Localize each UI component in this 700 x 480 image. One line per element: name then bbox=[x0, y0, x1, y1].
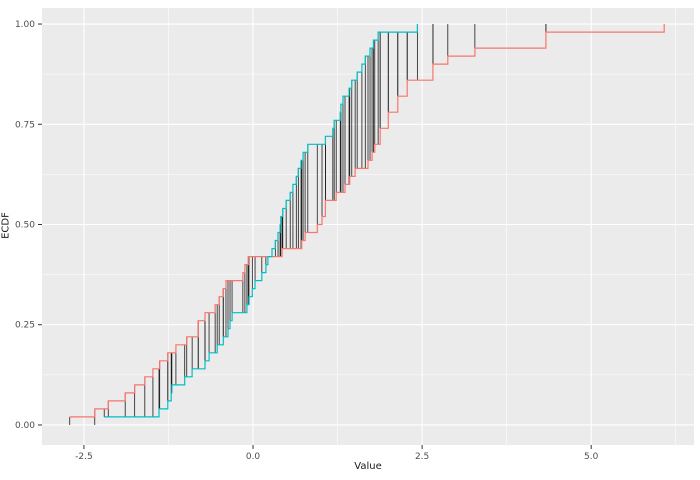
x-tick-label: 0.0 bbox=[246, 452, 261, 462]
y-tick-label: 1.00 bbox=[15, 20, 35, 30]
y-tick-label: 0.50 bbox=[15, 220, 35, 230]
x-axis-title: Value bbox=[354, 461, 382, 472]
y-tick-label: 0.75 bbox=[15, 120, 35, 130]
y-tick-label: 0.25 bbox=[15, 321, 35, 331]
x-tick-label: 5.0 bbox=[584, 452, 599, 462]
y-axis-title: ECDF bbox=[0, 212, 12, 239]
ecdf-curve-cyan bbox=[104, 24, 418, 418]
y-tick-label: 0.00 bbox=[15, 421, 35, 431]
x-tick-label: 2.5 bbox=[415, 452, 429, 462]
ecdf-curve-red bbox=[69, 24, 665, 418]
x-tick-label: -2.5 bbox=[75, 452, 93, 462]
